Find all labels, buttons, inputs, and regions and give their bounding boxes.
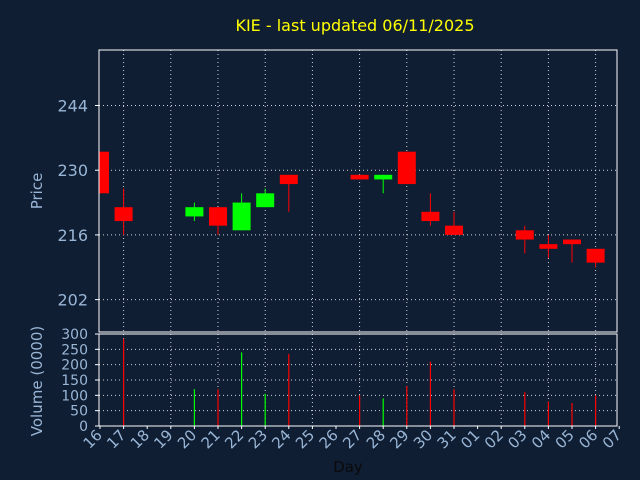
- candle-body: [114, 207, 133, 222]
- candle-body: [421, 211, 440, 222]
- volume-tick-label: 0: [79, 419, 88, 435]
- volume-tick-label: 150: [61, 373, 88, 389]
- price-axis-label: Price: [28, 173, 46, 210]
- candle-body: [185, 207, 204, 217]
- candle-body: [563, 239, 581, 245]
- candle-body: [374, 174, 393, 180]
- volume-tick-label: 200: [61, 358, 88, 374]
- volume-panel-frame: [98, 333, 618, 427]
- price-y-tick-labels: 202 216 230 244: [57, 96, 99, 310]
- candle-body: [232, 202, 251, 231]
- candle-body: [515, 230, 534, 240]
- volume-tick-label: 300: [61, 327, 88, 343]
- price-tick-label: 216: [57, 226, 88, 245]
- volume-tick-label: 50: [70, 404, 88, 420]
- candle-body: [279, 174, 298, 185]
- chart-title: KIE - last updated 06/11/2025: [235, 16, 474, 35]
- x-axis-label: Day: [333, 458, 363, 476]
- price-tick-label: 230: [57, 161, 88, 180]
- volume-tick-label: 100: [61, 388, 88, 404]
- volume-bar-series: [122, 338, 597, 426]
- candle-body: [586, 248, 605, 263]
- volume-axis-label: Volume (0000): [28, 326, 46, 436]
- volume-tick-label: 250: [61, 342, 88, 358]
- candle-body: [256, 193, 275, 208]
- candle-body: [539, 244, 558, 249]
- price-tick-label: 244: [57, 96, 88, 115]
- candle-body: [209, 207, 227, 226]
- candle-body: [445, 225, 463, 235]
- x-tick-labels: 1617181920212223242526272829303101020304…: [80, 426, 625, 452]
- price-panel-frame: [98, 49, 618, 333]
- candlestick-series: [99, 151, 605, 268]
- price-tick-label: 202: [57, 291, 88, 310]
- candle-body: [397, 151, 416, 185]
- candle-body: [350, 174, 369, 180]
- candle-body: [99, 151, 109, 194]
